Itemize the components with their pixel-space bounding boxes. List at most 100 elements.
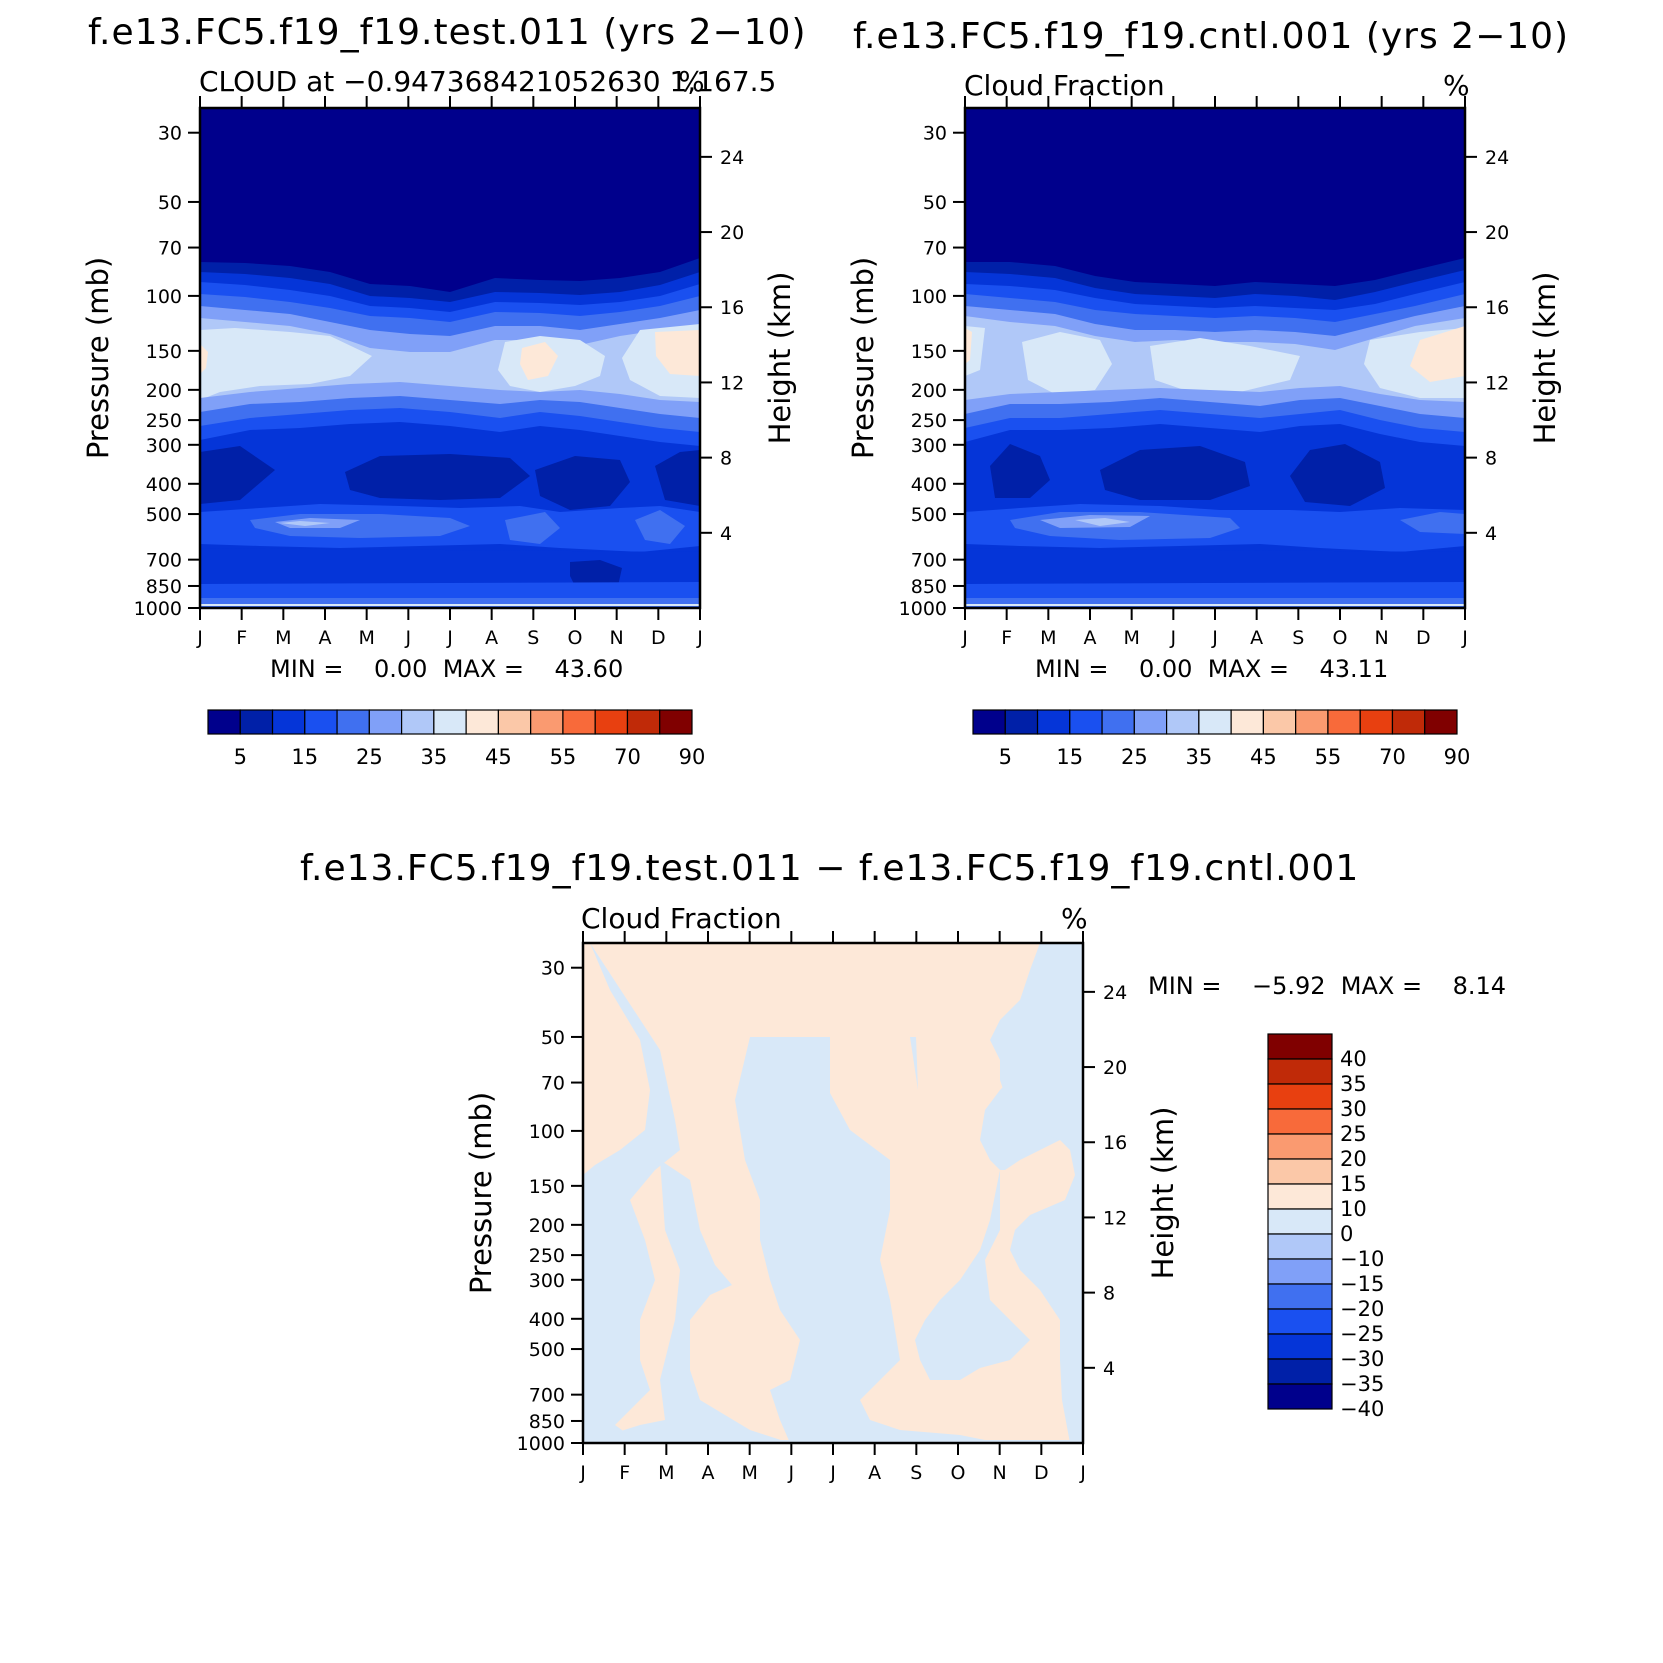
height-tick-label: 20 [1485, 222, 1509, 244]
month-tick-label: F [236, 627, 247, 649]
height-tick-label: 12 [1485, 372, 1509, 394]
pressure-tick-label: 1000 [517, 1433, 565, 1455]
colorbar-label: 55 [1315, 745, 1342, 769]
diff-negative-region-3 [735, 1037, 1000, 1443]
pressure-tick-label: 150 [911, 341, 947, 363]
colorbar-label: −25 [1340, 1322, 1384, 1346]
month-tick-label: J [1079, 1462, 1086, 1484]
colorbar-swatch [1267, 1083, 1333, 1110]
height-tick-label: 16 [720, 297, 744, 319]
panel-cntl-y2label: Height (km) [1528, 272, 1562, 445]
pressure-tick-label: 50 [158, 192, 182, 214]
pressure-tick-label: 50 [541, 1027, 565, 1049]
colorbar-label: 0 [1340, 1222, 1353, 1246]
month-tick-label: J [446, 627, 453, 649]
colorbar-swatch [1267, 1383, 1333, 1410]
colorbar-swatch [1133, 709, 1168, 735]
colorbar-swatch [530, 709, 564, 735]
panel-diff-stats: MIN = −5.92 MAX = 8.14 [1148, 972, 1506, 1000]
colorbar-swatch [304, 709, 338, 735]
colorbar-label: 20 [1340, 1147, 1367, 1171]
height-tick-label: 24 [1103, 982, 1127, 1004]
month-tick-label: O [1333, 627, 1348, 649]
test-mid-c4b [505, 512, 560, 544]
colorbar-swatch [401, 709, 435, 735]
pressure-tick-label: 400 [146, 474, 182, 496]
month-tick-label: S [1292, 627, 1304, 649]
colorbar-swatch [1004, 709, 1039, 735]
cntl-mid-c6 [1075, 518, 1130, 526]
pressure-tick-label: 100 [529, 1121, 565, 1143]
cntl-band-c7a [1022, 332, 1112, 394]
month-tick-label: J [579, 1462, 586, 1484]
pressure-tick-label: 700 [911, 550, 947, 572]
height-tick-label: 20 [1103, 1057, 1127, 1079]
panel-diff-title: f.e13.FC5.f19_f19.test.011 − f.e13.FC5.f… [300, 848, 1359, 889]
colorbar-swatch [1267, 1108, 1333, 1135]
panel-test-plot [198, 106, 702, 610]
month-tick-label: J [196, 627, 203, 649]
colorbar-label: 15 [1056, 745, 1083, 769]
colorbar-swatch [972, 709, 1006, 735]
pressure-tick-label: 70 [923, 238, 947, 260]
height-tick-label: 8 [1103, 1283, 1115, 1305]
month-tick-label: N [610, 627, 624, 649]
panel-test-ylabel: Pressure (mb) [81, 257, 115, 459]
colorbar-swatch [1267, 1208, 1333, 1235]
height-tick-label: 8 [1485, 448, 1497, 470]
month-tick-label: O [951, 1462, 966, 1484]
panel-diff-plot [581, 941, 1085, 1445]
month-tick-label: J [405, 627, 412, 649]
height-tick-label: 24 [720, 147, 744, 169]
pressure-tick-label: 30 [158, 123, 182, 145]
month-tick-label: M [658, 1462, 674, 1484]
colorbar-label: 90 [1444, 745, 1471, 769]
month-tick-label: A [702, 1462, 715, 1484]
month-tick-label: A [485, 627, 498, 649]
cntl-bottom-c4 [965, 598, 1465, 608]
colorbar-swatch [1230, 709, 1264, 735]
pressure-tick-label: 500 [529, 1339, 565, 1361]
colorbar-label: −35 [1340, 1372, 1384, 1396]
panel-diff-y2label: Height (km) [1146, 1107, 1180, 1280]
colorbar-swatch [239, 709, 274, 735]
month-tick-label: N [993, 1462, 1007, 1484]
colorbar-label: 5 [234, 745, 247, 769]
test-band-c7 [200, 328, 372, 400]
month-tick-label: J [1170, 627, 1177, 649]
month-tick-label: N [1375, 627, 1389, 649]
panel-diff-ylabel: Pressure (mb) [464, 1092, 498, 1294]
month-tick-label: A [1084, 627, 1097, 649]
test-lobe-1 [200, 446, 275, 504]
panel-cntl-plot [963, 106, 1467, 610]
panel-cntl-stats: MIN = 0.00 MAX = 43.11 [1035, 655, 1388, 683]
test-mid-c4c [635, 510, 685, 544]
colorbar-swatch [465, 709, 499, 735]
cntl-low-c2 [965, 548, 1465, 584]
panel-cntl: f.e13.FC5.f19_f19.cntl.001 (yrs 2−10) Cl… [846, 16, 1568, 683]
panel-test-stats: MIN = 0.00 MAX = 43.60 [270, 655, 623, 683]
test-lobe-3 [535, 456, 630, 510]
height-tick-label: 4 [1485, 523, 1497, 545]
colorbar-swatch [1101, 709, 1135, 735]
colorbar-swatch [659, 709, 693, 735]
pressure-tick-label: 400 [529, 1309, 565, 1331]
colorbar-swatch [1069, 709, 1103, 735]
test-mid-c6 [280, 521, 330, 526]
pressure-tick-label: 30 [541, 958, 565, 980]
cntl-lobe-2 [1100, 446, 1250, 500]
panel-diff: f.e13.FC5.f19_f19.test.011 − f.e13.FC5.f… [300, 848, 1506, 1484]
colorbar-swatch [1267, 1308, 1333, 1335]
height-tick-label: 12 [1103, 1207, 1127, 1229]
colorbar-swatch [1267, 1158, 1333, 1185]
test-lobe-2 [345, 454, 530, 500]
pressure-tick-label: 300 [529, 1270, 565, 1292]
colorbar-label: 25 [1340, 1122, 1367, 1146]
month-tick-label: A [319, 627, 332, 649]
cntl-bottom-c3 [965, 582, 1465, 600]
panel-test-left-label: CLOUD at −0.947368421052630 1,167.5 [199, 65, 776, 98]
panel-cntl-ylabel: Pressure (mb) [846, 257, 880, 459]
colorbar-label: 55 [550, 745, 577, 769]
